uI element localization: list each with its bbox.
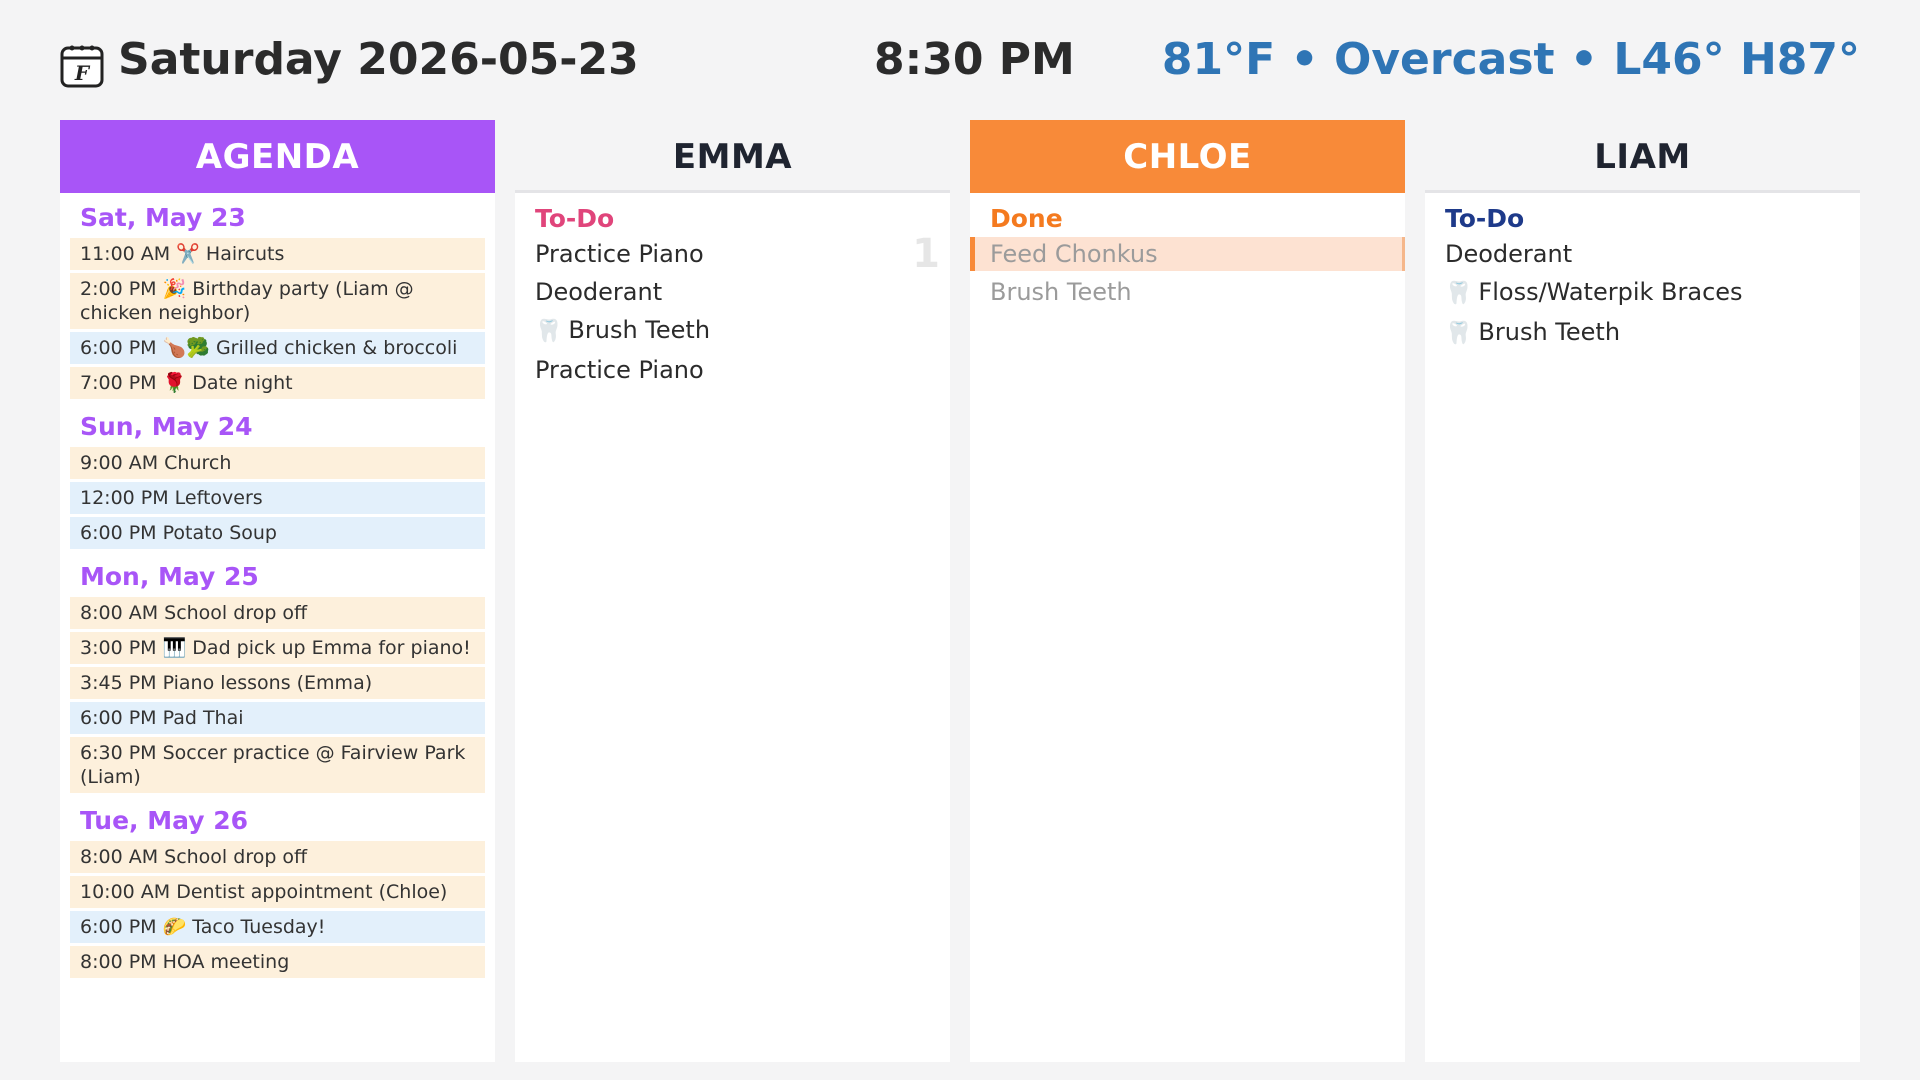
tooth-icon: 🦷 [535, 319, 563, 344]
agenda-day-title: Sun, May 24 [80, 412, 253, 441]
agenda-event-item[interactable]: 8:00 AM School drop off [70, 841, 485, 873]
emma-column: EMMA To-Do Practice Piano 1 Deoderant 🦷 Brus… [515, 120, 950, 1062]
emma-header: EMMA [515, 120, 950, 193]
task-item[interactable]: Feed Chonkus [970, 237, 1405, 271]
emma-task-list: Practice Piano 1 Deoderant 🦷 Brush Teeth Prac… [515, 231, 950, 389]
agenda-day-title: Mon, May 25 [80, 562, 259, 591]
chloe-section-title: Done [990, 204, 1063, 233]
agenda-meal-item[interactable]: 6:00 PM Potato Soup [70, 517, 485, 549]
liam-header: LIAM [1425, 120, 1860, 193]
agenda-event-item[interactable]: 9:00 AM Church [70, 447, 485, 479]
task-label: Deoderant [1445, 240, 1573, 268]
tooth-icon: 🦷 [1445, 281, 1473, 306]
agenda-event-item[interactable]: 6:30 PM Soccer practice @ Fairview Park … [70, 737, 485, 793]
chloe-header: CHLOE [970, 120, 1405, 193]
task-item[interactable]: Deoderant [1425, 235, 1860, 273]
task-label: Brush Teeth [568, 316, 711, 344]
agenda-event-item[interactable]: 7:00 PM 🌹 Date night [70, 367, 485, 399]
task-label: Deoderant [535, 278, 663, 306]
agenda-event-item[interactable]: 8:00 AM School drop off [70, 597, 485, 629]
agenda-day-title: Sat, May 23 [80, 203, 246, 232]
task-label: Practice Piano [535, 356, 704, 384]
calendar-icon-letter: F [74, 61, 91, 85]
current-date: Saturday 2026-05-23 [118, 34, 639, 85]
task-item[interactable]: Deoderant [515, 273, 950, 311]
task-label: Feed Chonkus [990, 240, 1158, 268]
agenda-meal-item[interactable]: 6:00 PM 🌮 Taco Tuesday! [70, 911, 485, 943]
agenda-day-title: Tue, May 26 [80, 806, 249, 835]
chloe-task-list: Feed Chonkus Brush Teeth [970, 237, 1405, 311]
agenda-column: AGENDA Sat, May 23 11:00 AM ✂️ Haircuts 2:… [60, 120, 495, 1062]
agenda-event-item[interactable]: 11:00 AM ✂️ Haircuts [70, 238, 485, 270]
liam-column: LIAM To-Do Deoderant 🦷 Floss/Waterpik Brac… [1425, 120, 1860, 1062]
agenda-event-item[interactable]: 10:00 AM Dentist appointment (Chloe) [70, 876, 485, 908]
agenda-meal-item[interactable]: 6:00 PM 🍗🥦 Grilled chicken & broccoli [70, 332, 485, 364]
task-label: Brush Teeth [1478, 318, 1621, 346]
task-item[interactable]: Practice Piano [515, 351, 950, 389]
chloe-column: CHLOE Done Feed Chonkus Brush Teeth [970, 120, 1405, 1062]
weather-summary: 81°F • Overcast • L46° H87° [1161, 34, 1860, 85]
header-bar: F Saturday 2026-05-23 8:30 PM 81°F • Ove… [60, 30, 1860, 92]
task-count-badge: 1 [912, 231, 940, 277]
agenda-meal-item[interactable]: 12:00 PM Leftovers [70, 482, 485, 514]
task-label: Floss/Waterpik Braces [1478, 278, 1743, 306]
tooth-icon: 🦷 [1445, 321, 1473, 346]
liam-section-title: To-Do [1445, 204, 1525, 233]
task-item[interactable]: 🦷 Floss/Waterpik Braces [1425, 273, 1860, 313]
emma-section-title: To-Do [535, 204, 615, 233]
liam-task-list: Deoderant 🦷 Floss/Waterpik Braces 🦷 Brush Te… [1425, 235, 1860, 353]
agenda-event-item[interactable]: 3:00 PM 🎹 Dad pick up Emma for piano! [70, 632, 485, 664]
task-label: Brush Teeth [990, 278, 1132, 306]
task-item[interactable]: Brush Teeth [970, 273, 1405, 311]
current-time: 8:30 PM [874, 34, 1075, 85]
calendar-icon: F [60, 45, 104, 88]
task-item[interactable]: Practice Piano 1 [515, 231, 950, 277]
agenda-list: Sat, May 23 11:00 AM ✂️ Haircuts 2:00 PM 🎉… [60, 193, 495, 978]
agenda-event-item[interactable]: 2:00 PM 🎉 Birthday party (Liam @ chicken… [70, 273, 485, 329]
agenda-event-item[interactable]: 3:45 PM Piano lessons (Emma) [70, 667, 485, 699]
agenda-event-item[interactable]: 8:00 PM HOA meeting [70, 946, 485, 978]
task-label: Practice Piano [535, 240, 704, 268]
task-item[interactable]: 🦷 Brush Teeth [1425, 313, 1860, 353]
task-item[interactable]: 🦷 Brush Teeth [515, 311, 950, 351]
agenda-header: AGENDA [60, 120, 495, 193]
agenda-meal-item[interactable]: 6:00 PM Pad Thai [70, 702, 485, 734]
